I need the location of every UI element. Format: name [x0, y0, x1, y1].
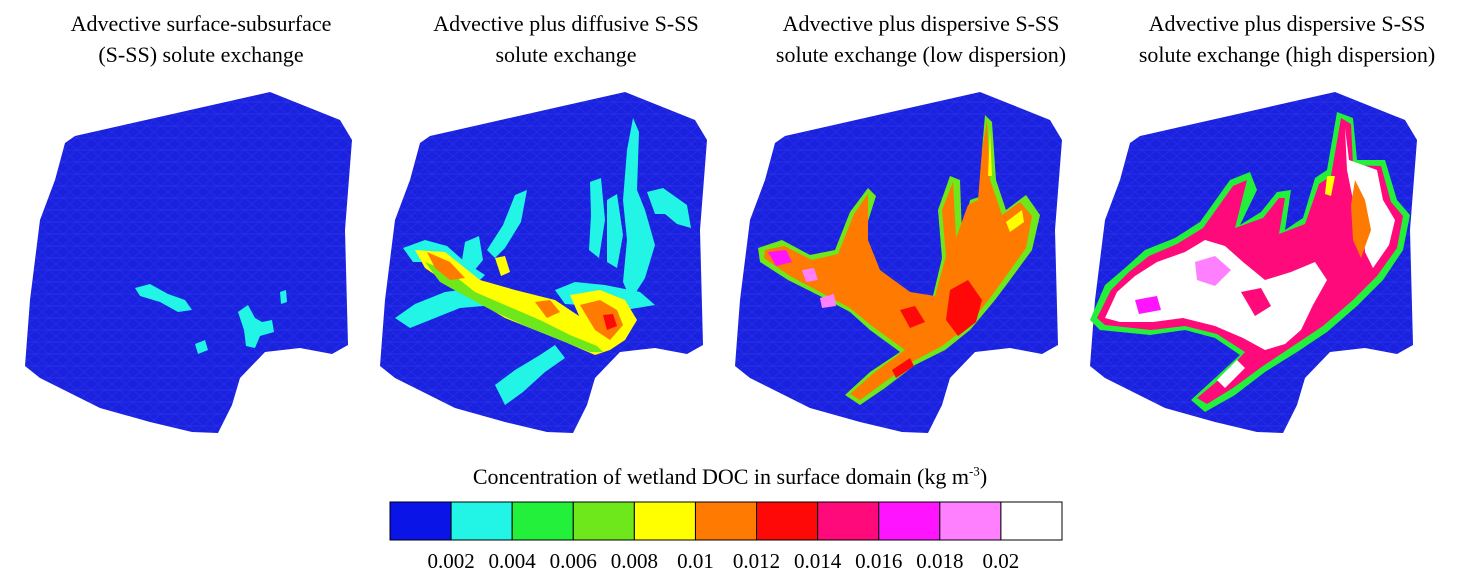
map-panel-high-dispersion — [1090, 92, 1417, 433]
color-swatch-5 — [694, 501, 758, 541]
tick-label-6: 0.014 — [794, 549, 842, 573]
tick-label-5: 0.012 — [732, 549, 781, 573]
map-panel-diffusive — [380, 92, 707, 433]
color-swatch-4 — [633, 501, 696, 541]
panel-title-1: Advective surface-subsurface (S-SS) solu… — [70, 11, 332, 67]
tick-label-7: 0.016 — [855, 549, 903, 573]
tick-label-4: 0.01 — [677, 549, 714, 573]
color-swatch-6 — [756, 501, 819, 541]
color-swatch-9 — [939, 501, 1002, 541]
plume-high-dispersion — [1090, 112, 1410, 412]
tick-label-9: 0.02 — [982, 549, 1020, 573]
tick-label-0: 0.002 — [427, 549, 475, 573]
tick-label-8: 0.018 — [916, 549, 964, 573]
tick-label-3: 0.008 — [610, 549, 658, 573]
color-swatch-10 — [1000, 501, 1063, 541]
color-swatch-2 — [511, 501, 574, 541]
plume-advective — [135, 284, 287, 354]
tick-label-2: 0.006 — [549, 549, 597, 573]
color-swatch-7 — [817, 501, 880, 541]
legend-title: Concentration of wetland DOC in surface … — [472, 463, 988, 489]
color-swatch-3 — [572, 501, 635, 541]
panel-title-2: Advective plus diffusive S-SS solute exc… — [433, 11, 699, 67]
color-swatch-1 — [450, 501, 513, 541]
tick-label-1: 0.004 — [488, 549, 536, 573]
concentration-maps — [25, 92, 1417, 433]
map-panel-low-dispersion — [735, 92, 1062, 433]
plume-diffusive — [395, 118, 691, 405]
panel-title-4: Advective plus dispersive S-SS solute ex… — [1138, 11, 1436, 67]
color-swatch-8 — [878, 501, 941, 541]
plume-low-dispersion — [758, 115, 1040, 405]
map-panel-advective — [25, 92, 352, 433]
color-swatch-0 — [389, 501, 452, 541]
panel-title-3: Advective plus dispersive S-SS solute ex… — [775, 11, 1067, 67]
